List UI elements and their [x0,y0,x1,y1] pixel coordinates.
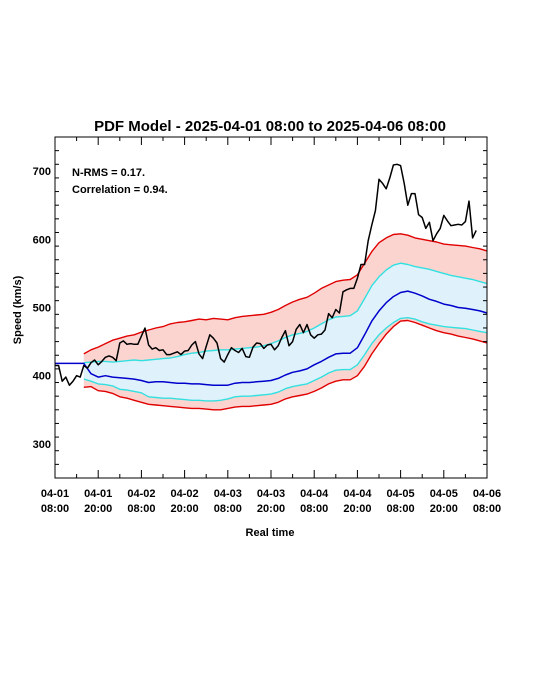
x-tick-label-date: 04-03 [214,488,242,500]
x-tick-label-date: 04-06 [473,488,501,500]
x-tick-label-time: 20:00 [257,503,285,515]
y-tick-label: 700 [33,166,51,178]
y-tick-label: 300 [33,439,51,451]
x-tick-label-time: 20:00 [171,503,199,515]
chart-title: PDF Model - 2025-04-01 08:00 to 2025-04-… [94,118,446,135]
x-tick-label-time: 08:00 [300,503,328,515]
x-tick-label-date: 04-02 [171,488,199,500]
x-axis-label: Real time [246,527,295,539]
x-tick-label-date: 04-05 [387,488,415,500]
x-tick-label-date: 04-02 [127,488,155,500]
x-tick-label-time: 08:00 [214,503,242,515]
x-tick-label-date: 04-01 [84,488,112,500]
y-tick-label: 400 [33,371,51,383]
correlation-annotation: Correlation = 0.94. [72,184,168,196]
observed-line [55,163,477,386]
y-tick-label: 600 [33,234,51,246]
inner-band-fill [83,263,488,401]
x-tick-label-time: 20:00 [84,503,112,515]
outer-lower-line [83,319,488,411]
x-tick-label-time: 08:00 [387,503,415,515]
n-rms-annotation: N-RMS = 0.17. [72,167,145,179]
x-tick-label-time: 20:00 [343,503,371,515]
inner-lower-line [83,317,488,402]
x-tick-label-date: 04-01 [41,488,69,500]
median-line [55,290,488,386]
y-axis-label: Speed (km/s) [12,275,24,344]
x-tick-label-date: 04-05 [430,488,458,500]
plot-area: 300 400 500 600 700 04-01 08:00 04-01 20:00 04-02… [33,136,501,515]
x-tick-label-time: 20:00 [430,503,458,515]
x-tick-label-time: 08:00 [41,503,69,515]
outer-upper-line [83,233,488,355]
x-tick-label-date: 04-03 [257,488,285,500]
inner-upper-line [83,262,488,364]
x-tick-label-date: 04-04 [300,488,329,500]
x-tick-label-date: 04-04 [343,488,372,500]
x-tick-label-time: 08:00 [127,503,155,515]
x-tick-label-time: 08:00 [473,503,501,515]
y-tick-label: 500 [33,303,51,315]
